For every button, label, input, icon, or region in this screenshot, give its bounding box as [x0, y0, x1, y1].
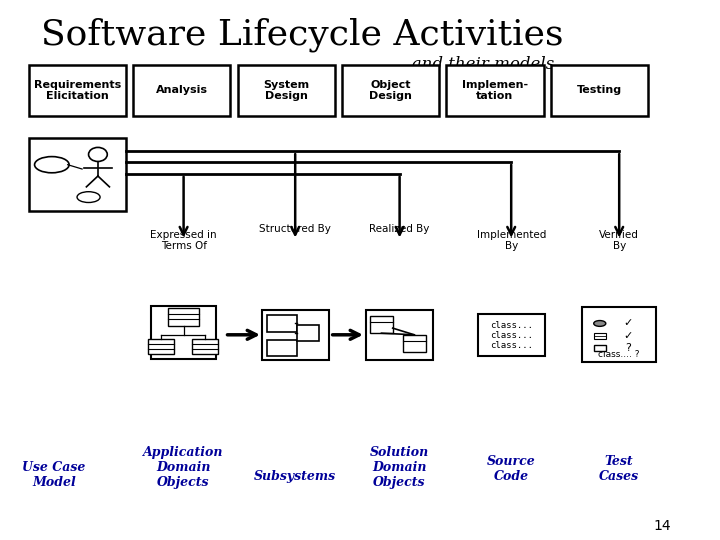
Text: class.... ?: class.... ?: [598, 350, 640, 360]
Text: Object
Design: Object Design: [369, 79, 412, 102]
Text: Realized By: Realized By: [369, 224, 430, 234]
FancyBboxPatch shape: [267, 340, 297, 356]
FancyBboxPatch shape: [477, 314, 545, 356]
Text: Application
Domain
Objects: Application Domain Objects: [143, 446, 224, 489]
Circle shape: [89, 147, 107, 161]
Text: Source
Code: Source Code: [487, 455, 536, 483]
FancyBboxPatch shape: [446, 65, 544, 116]
Text: Subsystems: Subsystems: [254, 470, 336, 483]
FancyBboxPatch shape: [261, 309, 329, 360]
FancyBboxPatch shape: [366, 309, 433, 360]
FancyBboxPatch shape: [594, 345, 606, 351]
FancyBboxPatch shape: [582, 307, 656, 362]
FancyBboxPatch shape: [238, 65, 335, 116]
Text: Test
Cases: Test Cases: [599, 455, 639, 483]
Text: Implemented
By: Implemented By: [477, 230, 546, 251]
FancyBboxPatch shape: [297, 325, 319, 341]
FancyBboxPatch shape: [151, 306, 216, 359]
FancyBboxPatch shape: [29, 138, 126, 211]
FancyBboxPatch shape: [168, 308, 199, 326]
Ellipse shape: [594, 321, 606, 326]
FancyBboxPatch shape: [342, 65, 439, 116]
FancyBboxPatch shape: [192, 339, 218, 354]
Text: Expressed in
Terms Of: Expressed in Terms Of: [150, 230, 217, 251]
Text: Use Case
Model: Use Case Model: [22, 461, 86, 489]
Ellipse shape: [35, 157, 69, 173]
FancyBboxPatch shape: [148, 339, 174, 354]
Text: Verified
By: Verified By: [599, 230, 639, 251]
Text: Implemen-
tation: Implemen- tation: [462, 79, 528, 102]
Text: Analysis: Analysis: [156, 85, 208, 96]
Text: Software Lifecycle Activities: Software Lifecycle Activities: [41, 18, 564, 52]
FancyBboxPatch shape: [133, 65, 230, 116]
FancyBboxPatch shape: [29, 65, 126, 116]
Text: Requirements
Elicitation: Requirements Elicitation: [34, 79, 121, 102]
FancyBboxPatch shape: [267, 315, 297, 332]
Text: ✓: ✓: [623, 319, 633, 328]
Ellipse shape: [77, 192, 100, 202]
Text: ✓: ✓: [623, 331, 633, 341]
Text: Testing: Testing: [577, 85, 622, 96]
FancyBboxPatch shape: [370, 316, 392, 333]
FancyBboxPatch shape: [403, 335, 426, 352]
Text: ?: ?: [625, 343, 631, 353]
Text: Solution
Domain
Objects: Solution Domain Objects: [370, 446, 429, 489]
Text: ...and their models: ...and their models: [396, 56, 554, 73]
Text: 14: 14: [654, 519, 671, 534]
Text: class...: class...: [490, 331, 533, 340]
Text: class...: class...: [490, 341, 533, 350]
Text: class...: class...: [490, 321, 533, 329]
FancyBboxPatch shape: [594, 333, 606, 339]
Text: Structured By: Structured By: [259, 224, 331, 234]
Text: System
Design: System Design: [263, 79, 310, 102]
FancyBboxPatch shape: [551, 65, 648, 116]
